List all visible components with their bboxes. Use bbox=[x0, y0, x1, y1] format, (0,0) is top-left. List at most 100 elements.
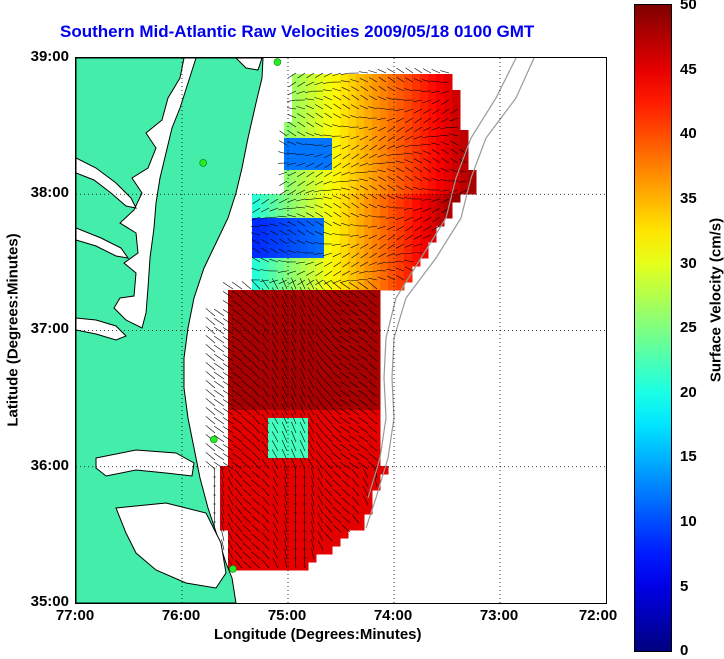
velocity-arrow bbox=[221, 512, 225, 524]
velocity-cell bbox=[436, 146, 445, 155]
velocity-arrow bbox=[323, 442, 333, 452]
velocity-arrow bbox=[214, 461, 225, 470]
velocity-arrow bbox=[440, 198, 450, 204]
velocity-cell bbox=[396, 170, 405, 179]
velocity-arrow bbox=[369, 144, 378, 151]
velocity-arrow bbox=[296, 189, 306, 195]
velocity-cell bbox=[428, 210, 437, 219]
velocity-cell bbox=[364, 90, 373, 99]
velocity-cell bbox=[244, 370, 253, 379]
velocity-cell bbox=[268, 546, 277, 555]
velocity-arrow bbox=[288, 72, 297, 79]
velocity-cell bbox=[308, 402, 317, 411]
velocity-cell bbox=[348, 338, 357, 347]
pamlico-sound bbox=[115, 502, 227, 589]
velocity-arrow bbox=[251, 497, 261, 506]
velocity-arrow bbox=[377, 117, 387, 121]
velocity-arrow bbox=[271, 287, 279, 299]
velocity-arrow bbox=[214, 389, 225, 398]
velocity-arrow bbox=[234, 523, 243, 533]
velocity-cell bbox=[396, 186, 405, 195]
velocity-cell bbox=[260, 482, 269, 491]
velocity-cell bbox=[372, 82, 381, 91]
velocity-arrow bbox=[232, 326, 243, 335]
velocity-cell bbox=[452, 138, 461, 147]
velocity-cell bbox=[372, 306, 381, 315]
velocity-cell bbox=[308, 162, 317, 171]
velocity-arrow bbox=[331, 281, 342, 290]
velocity-cell bbox=[276, 306, 285, 315]
velocity-arrow bbox=[449, 168, 459, 173]
velocity-cell bbox=[428, 170, 437, 179]
velocity-arrow bbox=[271, 458, 279, 470]
velocity-cell bbox=[332, 418, 341, 427]
velocity-cell bbox=[252, 554, 261, 563]
velocity-cell bbox=[292, 98, 301, 107]
velocity-arrow bbox=[377, 252, 387, 258]
velocity-arrow bbox=[339, 281, 351, 290]
velocity-cell bbox=[388, 122, 397, 131]
velocity-arrow bbox=[242, 470, 252, 479]
velocity-arrow bbox=[260, 257, 270, 263]
velocity-cell bbox=[404, 186, 413, 195]
velocity-arrow bbox=[367, 461, 378, 470]
velocity-arrow bbox=[269, 258, 279, 263]
velocity-arrow bbox=[242, 515, 252, 524]
velocity-cell bbox=[308, 90, 317, 99]
velocity-cell bbox=[460, 178, 469, 187]
velocity-arrow bbox=[314, 189, 324, 193]
velocity-cell bbox=[340, 442, 349, 451]
velocity-cell bbox=[236, 410, 245, 419]
velocity-arrow bbox=[341, 171, 351, 176]
velocity-arrow bbox=[377, 69, 387, 74]
velocity-cell bbox=[364, 178, 373, 187]
velocity-cell bbox=[404, 170, 413, 179]
velocity-cell bbox=[356, 402, 365, 411]
velocity-cell bbox=[356, 482, 365, 491]
velocity-arrow bbox=[315, 396, 324, 407]
velocity-cell bbox=[252, 202, 261, 211]
velocity-arrow bbox=[251, 352, 261, 362]
colorbar-tick: 30 bbox=[680, 255, 697, 272]
velocity-arrow bbox=[242, 506, 252, 515]
velocity-cell bbox=[324, 522, 333, 531]
velocity-arrow bbox=[358, 443, 369, 452]
velocity-field bbox=[220, 74, 477, 571]
velocity-cell bbox=[308, 418, 317, 427]
velocity-cell bbox=[388, 274, 397, 283]
velocity-cell bbox=[292, 338, 301, 347]
map-title: Southern Mid-Atlantic Raw Velocities 200… bbox=[60, 22, 535, 41]
velocity-arrow bbox=[340, 180, 351, 182]
velocity-cell bbox=[324, 98, 333, 107]
velocity-arrow bbox=[332, 479, 342, 488]
velocity-arrow bbox=[404, 185, 414, 191]
y-tick-label: 36:00 bbox=[30, 457, 69, 474]
velocity-cell bbox=[276, 482, 285, 491]
velocity-arrow bbox=[431, 225, 441, 231]
velocity-cell bbox=[348, 258, 357, 267]
velocity-cell bbox=[268, 266, 277, 275]
velocity-cell bbox=[236, 474, 245, 483]
velocity-arrow bbox=[311, 539, 315, 551]
velocity-arrow bbox=[332, 470, 342, 479]
velocity-arrow bbox=[221, 485, 225, 497]
velocity-arrow bbox=[341, 222, 351, 227]
velocity-arrow bbox=[324, 487, 333, 497]
velocity-cell bbox=[380, 266, 389, 275]
velocity-cell bbox=[260, 514, 269, 523]
velocity-cell bbox=[380, 186, 389, 195]
velocity-arrow bbox=[413, 99, 423, 103]
velocity-cell bbox=[268, 450, 277, 459]
velocity-cell bbox=[364, 210, 373, 219]
velocity-cell bbox=[340, 506, 349, 515]
velocity-arrow bbox=[281, 286, 288, 299]
velocity-cell bbox=[308, 146, 317, 155]
velocity-arrow bbox=[358, 344, 369, 353]
velocity-cell bbox=[332, 306, 341, 315]
velocity-cell bbox=[228, 554, 237, 563]
velocity-arrow bbox=[307, 296, 315, 308]
velocity-cell bbox=[228, 346, 237, 355]
velocity-arrow bbox=[315, 112, 324, 119]
velocity-arrow bbox=[440, 90, 450, 95]
velocity-arrow bbox=[339, 290, 351, 299]
